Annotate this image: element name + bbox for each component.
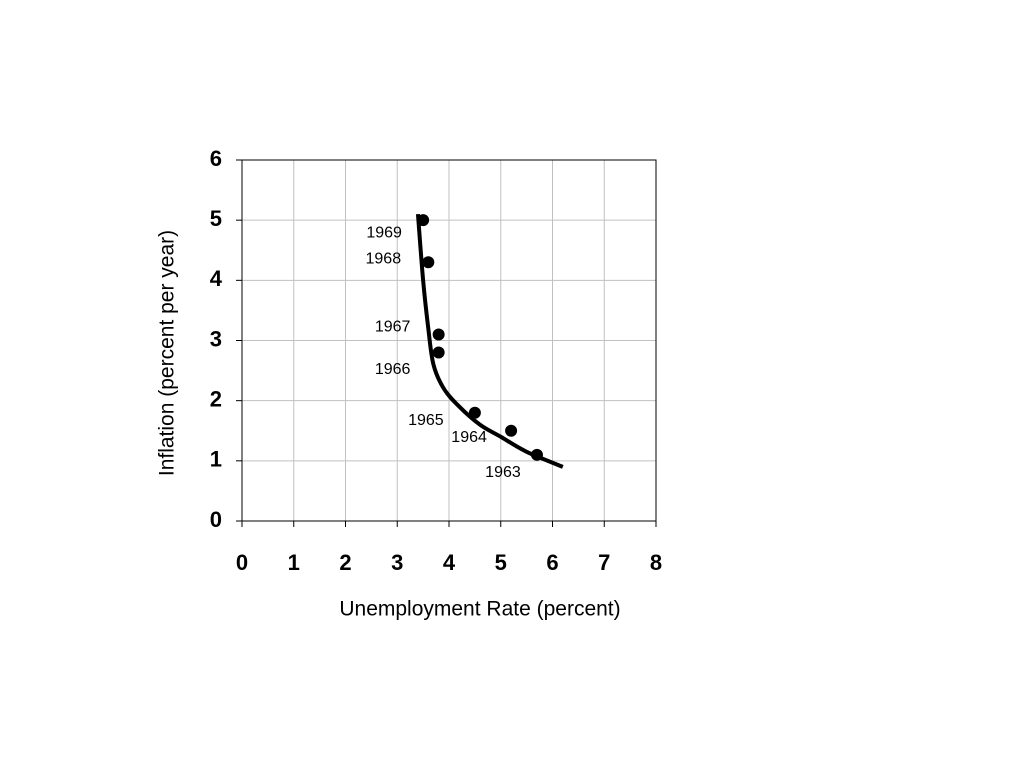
point-label: 1966 <box>375 361 411 378</box>
plot-frame <box>241 159 657 522</box>
y-tick-label: 2 <box>210 386 222 411</box>
fit-curve <box>415 213 564 469</box>
point-label: 1967 <box>375 319 411 336</box>
data-point <box>422 256 435 269</box>
x-tick-label: 5 <box>495 550 507 575</box>
y-axis-title: Inflation (percent per year) <box>156 230 179 476</box>
y-tick-label: 6 <box>210 146 222 171</box>
x-tick-label: 7 <box>598 550 610 575</box>
x-tick-label: 1 <box>288 550 300 575</box>
point-label: 1968 <box>366 251 402 268</box>
point-label: 1963 <box>485 464 521 481</box>
y-tick-label: 1 <box>210 447 222 472</box>
x-tick-label: 3 <box>391 550 403 575</box>
y-tick-label: 0 <box>210 507 222 532</box>
point-label: 1969 <box>366 224 402 241</box>
y-tick-label: 3 <box>210 326 222 351</box>
x-axis-title: Unemployment Rate (percent) <box>339 598 620 621</box>
data-point <box>505 424 518 437</box>
point-label: 1965 <box>408 412 444 429</box>
data-point <box>432 328 445 341</box>
x-tick-label: 6 <box>546 550 558 575</box>
y-tick-label: 5 <box>210 206 222 231</box>
point-label: 1964 <box>451 429 487 446</box>
x-tick-label: 8 <box>650 550 662 575</box>
x-tick-label: 2 <box>339 550 351 575</box>
data-point <box>432 346 445 359</box>
x-tick-label: 4 <box>443 550 456 575</box>
y-tick-label: 4 <box>210 266 223 291</box>
x-tick-label: 0 <box>236 550 248 575</box>
